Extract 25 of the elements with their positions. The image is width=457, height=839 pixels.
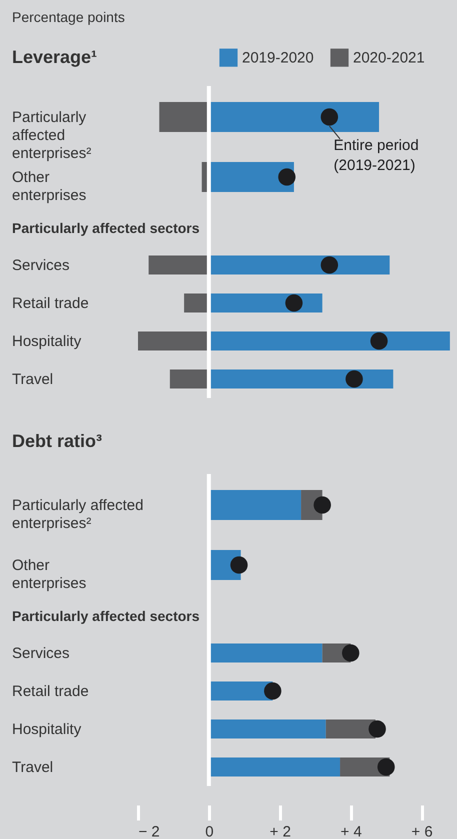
series-label: Entire period (2019-2021) — [334, 137, 419, 174]
legend-label: 2019-2020 — [242, 50, 314, 67]
annotation: Particularly affected sectors — [12, 220, 200, 236]
legend-label: 2020-2021 — [353, 50, 425, 67]
y-tick-label: Services — [12, 645, 70, 662]
y-tick-label: Services — [12, 257, 70, 274]
y-tick-label: Travel — [12, 759, 54, 776]
y-tick-label: Retail trade — [12, 295, 89, 312]
x-tick-label: + 2 — [270, 824, 291, 839]
y-tick-label: Other enterprises — [12, 557, 86, 592]
chart-title: Debt ratio³ — [12, 431, 102, 451]
y-tick-label: Particularly affected enterprises² — [12, 109, 92, 162]
y-tick-label: Particularly affected enterprises² — [12, 497, 144, 532]
x-tick-label: 0 — [205, 824, 214, 839]
x-tick-label: − 2 — [138, 824, 160, 839]
x-tick-label: + 4 — [340, 824, 362, 839]
x-axis-title: Percentage points — [12, 9, 125, 25]
y-tick-label: Travel — [12, 371, 54, 388]
y-tick-label: Other enterprises — [12, 169, 86, 204]
y-tick-label: Retail trade — [12, 683, 89, 700]
y-tick-label: Hospitality — [12, 721, 82, 738]
y-tick-label: Hospitality — [12, 333, 82, 350]
chart-title: Leverage¹ — [12, 47, 98, 67]
annotation: Particularly affected sectors — [12, 608, 200, 624]
x-tick-label: + 6 — [411, 824, 433, 839]
